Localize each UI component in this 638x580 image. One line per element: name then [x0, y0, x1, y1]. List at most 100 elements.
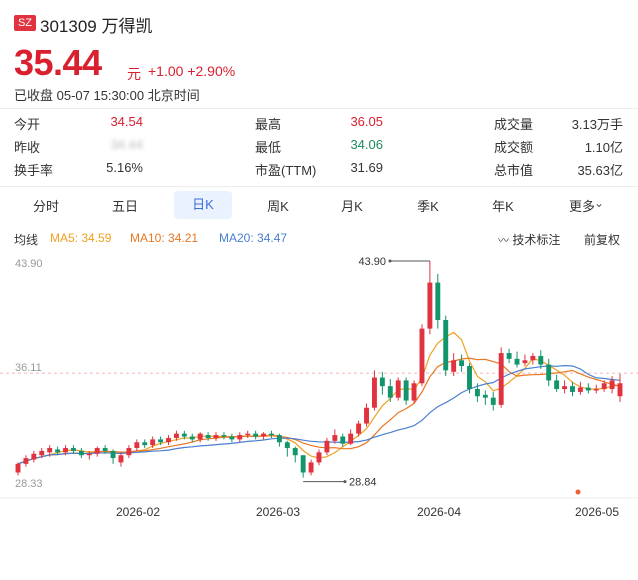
- stat-label: 昨收: [14, 140, 41, 155]
- x-tick-label: 2026-04: [417, 505, 461, 519]
- candle-body: [490, 397, 496, 405]
- candle-body: [78, 450, 84, 456]
- candle-body: [150, 439, 156, 446]
- candle-body: [467, 366, 472, 390]
- y-tick-label: 43.90: [15, 258, 43, 270]
- candle-body: [451, 360, 457, 372]
- candle-body: [300, 455, 306, 473]
- tab-4[interactable]: 月K: [341, 199, 363, 214]
- candle-body: [292, 448, 298, 456]
- candle-body: [237, 435, 243, 440]
- candle-body: [126, 448, 132, 456]
- candle-body: [546, 364, 552, 381]
- tech-annotation-label: 技术标注: [512, 233, 561, 247]
- candle-body: [498, 353, 504, 405]
- x-tick-label: 2026-03: [256, 505, 300, 519]
- candle-body: [181, 433, 187, 437]
- tab-1[interactable]: 五日: [111, 199, 138, 214]
- candle-body: [601, 383, 607, 390]
- candle-body: [197, 433, 203, 440]
- candle-body: [110, 450, 116, 459]
- x-tick-label: 2026-05: [575, 505, 619, 519]
- candle-body: [474, 389, 480, 397]
- stat-value: 34.44: [110, 137, 143, 152]
- candle-body: [55, 449, 61, 453]
- candle-body: [514, 358, 520, 365]
- candle-body: [23, 458, 29, 464]
- tab-6[interactable]: 年K: [492, 199, 514, 214]
- candle-body: [253, 433, 259, 437]
- candle-body: [213, 435, 219, 438]
- adjust-mode-button[interactable]: 前复权: [584, 233, 621, 247]
- candle-body: [530, 355, 536, 361]
- tech-annotation-toggle[interactable]: 〰 技术标注: [498, 231, 560, 248]
- stat-value: 36.05: [350, 114, 383, 129]
- ma10-line: [17, 357, 621, 465]
- candle-body: [379, 377, 385, 387]
- stat-label: 总市值: [494, 163, 534, 178]
- candle-body: [94, 448, 100, 454]
- candle-body: [332, 435, 338, 441]
- candle-body: [371, 377, 377, 408]
- candle-body: [356, 423, 362, 434]
- candle-body: [205, 435, 211, 438]
- candle-body: [387, 386, 393, 398]
- candle-body: [538, 355, 544, 365]
- candle-body: [39, 450, 45, 456]
- trend-icon: 〰: [498, 235, 509, 247]
- candle-body: [284, 442, 290, 449]
- high-annotation: 43.90: [358, 256, 386, 268]
- tab-0[interactable]: 分时: [32, 199, 59, 214]
- candle-body: [158, 439, 164, 443]
- candle-body: [617, 383, 623, 397]
- candle-body: [411, 383, 417, 401]
- candle-body: [47, 448, 53, 453]
- candle-body: [102, 448, 108, 451]
- tab-2[interactable]: 日K: [174, 191, 232, 219]
- market-badge: SZ: [14, 15, 36, 31]
- candle-body: [15, 463, 21, 473]
- stat-label: 最高: [255, 117, 282, 132]
- divider: [0, 186, 638, 187]
- tab-7[interactable]: 更多: [568, 199, 595, 214]
- candle-body: [308, 462, 314, 473]
- candle-body: [324, 440, 330, 453]
- candle-body: [86, 453, 92, 456]
- candle-body: [419, 328, 425, 384]
- event-dot: [575, 489, 581, 495]
- candle-body: [427, 282, 433, 329]
- chevron-down-icon: ⌄: [594, 196, 605, 210]
- candle-body: [522, 360, 528, 364]
- candle-body: [562, 386, 568, 390]
- divider: [0, 108, 638, 109]
- y-tick-label: 36.11: [15, 362, 42, 374]
- tab-3[interactable]: 周K: [267, 199, 289, 214]
- candle-body: [245, 433, 251, 436]
- stat-value: 3.13万手: [571, 117, 623, 132]
- ma10-value: MA10: 34.21: [130, 231, 199, 245]
- tab-5[interactable]: 季K: [417, 199, 439, 214]
- candle-body: [364, 407, 369, 424]
- low-annotation: 28.84: [349, 477, 377, 489]
- candle-body: [70, 448, 76, 451]
- stat-value: 31.69: [350, 160, 383, 175]
- ma5-line: [17, 331, 621, 465]
- kline-chart[interactable]: 43.90 36.11 28.33 43.90 28.84 2026-02 2026-0…: [0, 254, 638, 524]
- stat-label: 市盈(TTM): [255, 163, 317, 178]
- candle-body: [435, 282, 441, 320]
- candle-body: [316, 452, 322, 463]
- candle-body: [577, 387, 583, 392]
- candle-body: [173, 433, 179, 438]
- low-marker-dot: [343, 480, 347, 484]
- candle-body: [554, 380, 560, 390]
- ma-label: 均线: [14, 233, 39, 247]
- candle-body: [229, 436, 235, 440]
- candle-body: [63, 448, 68, 453]
- candle-body: [261, 433, 267, 437]
- stat-value: 5.16%: [106, 160, 143, 175]
- x-tick-label: 2026-02: [116, 505, 160, 519]
- candle-body: [276, 435, 282, 443]
- price-unit: 元: [127, 66, 141, 82]
- price-change: +1.00 +2.90%: [148, 63, 236, 79]
- candle-body: [221, 435, 227, 437]
